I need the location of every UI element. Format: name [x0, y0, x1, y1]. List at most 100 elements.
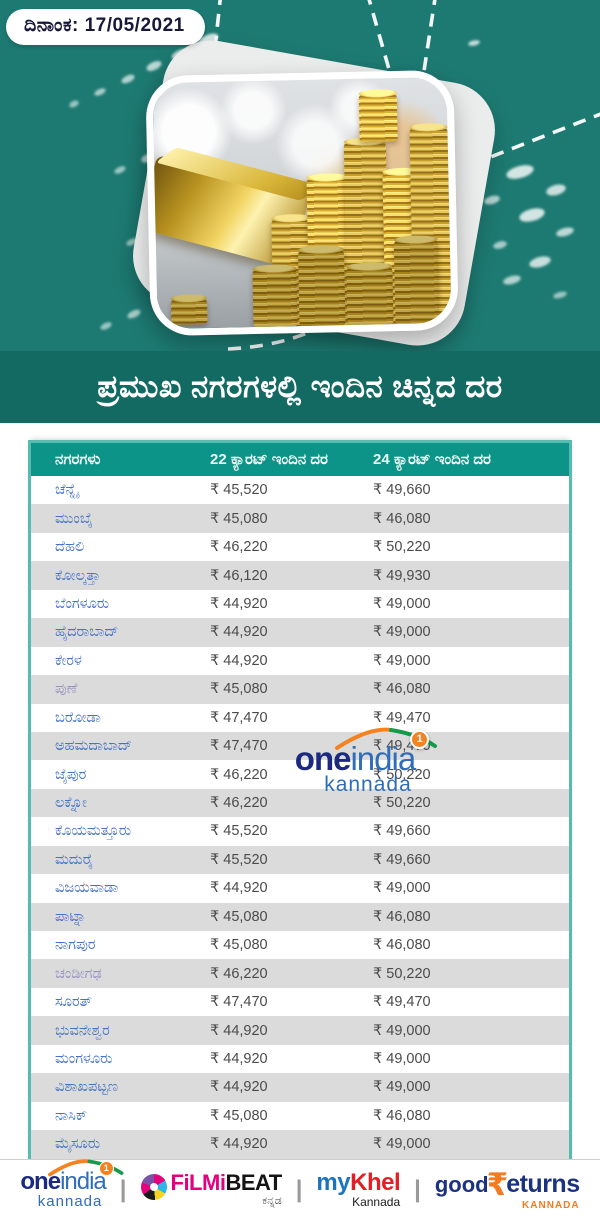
column-header-cities: ನಗರಗಳು	[55, 451, 101, 468]
rate-24-carat: ₹ 46,080	[373, 1107, 431, 1124]
mykhel-my: my	[316, 1169, 351, 1196]
oneindia-watermark: oneindia 1 kannada	[270, 727, 440, 797]
oneindia-1-badge-icon: 1	[410, 730, 430, 749]
table-row: ಸೂರತ್ ₹ 47,470 ₹ 49,470	[31, 987, 569, 1017]
footer-separator: |	[295, 1175, 303, 1203]
goodreturns-logo[interactable]: good₹eturns KANNADA	[435, 1169, 580, 1211]
watermark-one: one	[294, 740, 352, 777]
city-link[interactable]: ಮಂಗಳೂರು	[55, 1050, 113, 1067]
city-link[interactable]: ಪಾಟ್ನಾ	[55, 908, 86, 925]
city-link[interactable]: ಬೆಂಗಳೂರು	[55, 595, 110, 612]
city-link[interactable]: ನಾಸಿಕ್	[55, 1107, 88, 1124]
goodreturns-kannada-label: KANNADA	[522, 1199, 580, 1211]
city-link[interactable]: ಭುವನೇಶ್ವರ	[55, 1022, 110, 1039]
rate-24-carat: ₹ 50,220	[373, 766, 431, 783]
column-header-22-carat: 22 ಕ್ಯಾರಟ್ ಇಂದಿನ ದರ	[210, 451, 328, 468]
rate-22-carat: ₹ 46,220	[210, 766, 268, 783]
rate-22-carat: ₹ 45,520	[210, 823, 268, 840]
city-link[interactable]: ಕೋಲ್ಕತ್ತಾ	[55, 567, 101, 584]
city-link[interactable]: ಜೈಪುರ	[55, 766, 87, 783]
city-link[interactable]: ಮದುರೈ	[55, 851, 94, 868]
rate-22-carat: ₹ 44,920	[210, 880, 268, 897]
city-link[interactable]: ಪುಣೆ	[55, 681, 78, 698]
rate-24-carat: ₹ 49,000	[373, 652, 431, 669]
filmibeat-logo[interactable]: FiLMiBEAT ಕನ್ನಡ	[140, 1170, 282, 1207]
mykhel-logo[interactable]: myKhel Kannada	[316, 1169, 401, 1209]
rate-22-carat: ₹ 45,080	[210, 510, 268, 527]
table-row: ಕೇರಳ ₹ 44,920 ₹ 49,000	[31, 646, 569, 676]
rate-24-carat: ₹ 50,220	[373, 965, 431, 982]
city-link[interactable]: ಮುಂಬೈ	[55, 510, 93, 527]
gold-scene-background	[145, 76, 452, 330]
city-link[interactable]: ದೆಹಲಿ	[55, 539, 85, 556]
city-link[interactable]: ಅಹಮದಾಬಾದ್	[55, 738, 132, 755]
rate-24-carat: ₹ 49,930	[373, 567, 431, 584]
rate-22-carat: ₹ 44,920	[210, 1136, 268, 1153]
city-link[interactable]: ವಿಶಾಖಪಟ್ಟಣ	[55, 1079, 119, 1096]
city-link[interactable]: ಕೊಯಮತ್ತೂರು	[55, 823, 132, 840]
rate-24-carat: ₹ 46,080	[373, 908, 431, 925]
rate-22-carat: ₹ 46,220	[210, 965, 268, 982]
footer-separator: |	[119, 1175, 127, 1203]
rate-24-carat: ₹ 49,660	[373, 482, 431, 499]
rate-24-carat: ₹ 46,080	[373, 937, 431, 954]
city-link[interactable]: ಬರೋಡಾ	[55, 709, 101, 726]
rate-22-carat: ₹ 46,220	[210, 795, 268, 812]
rate-22-carat: ₹ 47,470	[210, 738, 268, 755]
footer-separator: |	[414, 1175, 421, 1203]
rate-24-carat: ₹ 49,000	[373, 595, 431, 612]
rate-24-carat: ₹ 49,000	[373, 1022, 431, 1039]
table-row: ಪಾಟ್ನಾ ₹ 45,080 ₹ 46,080	[31, 902, 569, 931]
rate-24-carat: ₹ 46,080	[373, 510, 431, 527]
table-row: ವಿಶಾಖಪಟ್ಟಣ ₹ 44,920 ₹ 49,000	[31, 1073, 569, 1102]
oneindia-kannada-label: kannada	[37, 1193, 103, 1210]
filmibeat-pinwheel-icon	[140, 1174, 167, 1200]
city-link[interactable]: ಹೈದರಾಬಾದ್	[55, 624, 119, 641]
city-link[interactable]: ಲಕ್ನೋ	[55, 795, 87, 812]
watermark-kannada: kannada	[324, 773, 412, 796]
oneindia-logo[interactable]: oneindia 1 kannada	[20, 1159, 124, 1210]
goodreturns-eturns: eturns	[506, 1169, 580, 1198]
rate-24-carat: ₹ 49,470	[373, 709, 431, 726]
oneindia-1-badge-icon: 1	[98, 1161, 114, 1176]
rate-24-carat: ₹ 49,000	[373, 880, 431, 897]
city-link[interactable]: ಚಂಡೀಗಢ	[55, 965, 102, 982]
city-link[interactable]: ನಾಗಪುರ	[55, 937, 96, 954]
table-row: ಚಂಡೀಗಢ ₹ 46,220 ₹ 50,220	[31, 959, 569, 988]
rate-24-carat: ₹ 49,000	[373, 624, 431, 641]
rate-22-carat: ₹ 45,080	[210, 937, 268, 954]
hero-section: ದಿನಾಂಕ: 17/05/2021	[0, 0, 600, 351]
table-row: ಭುವನೇಶ್ವರ ₹ 44,920 ₹ 49,000	[31, 1016, 569, 1045]
rate-22-carat: ₹ 45,080	[210, 908, 268, 925]
rate-22-carat: ₹ 44,920	[210, 1022, 268, 1039]
gold-photo	[145, 69, 459, 337]
rate-22-carat: ₹ 45,080	[210, 681, 268, 698]
table-header: ನಗರಗಳು 22 ಕ್ಯಾರಟ್ ಇಂದಿನ ದರ 24 ಕ್ಯಾರಟ್ ಇಂ…	[31, 443, 569, 476]
table-body: ಚೆನ್ನೈ ₹ 45,520 ₹ 49,660 ಮುಂಬೈ ₹ 45,080 ₹ 46,…	[31, 476, 569, 1159]
city-link[interactable]: ವಿಜಯವಾಡಾ	[55, 880, 119, 897]
rate-22-carat: ₹ 44,920	[210, 595, 268, 612]
table-row: ಪುಣೆ ₹ 45,080 ₹ 46,080	[31, 675, 569, 704]
rate-24-carat: ₹ 49,470	[373, 994, 431, 1011]
city-link[interactable]: ಕೇರಳ	[55, 652, 82, 669]
table-row: ಚೆನ್ನೈ ₹ 45,520 ₹ 49,660	[31, 476, 569, 505]
table-row: ಕೊಯಮತ್ತೂರು ₹ 45,520 ₹ 49,660	[31, 817, 569, 846]
date-badge: ದಿನಾಂಕ: 17/05/2021	[6, 9, 205, 45]
rate-22-carat: ₹ 44,920	[210, 1050, 268, 1067]
rate-22-carat: ₹ 46,120	[210, 567, 268, 584]
table-row: ಲಕ್ನೋ ₹ 46,220 ₹ 50,220	[31, 788, 569, 818]
rate-24-carat: ₹ 50,220	[373, 539, 431, 556]
mykhel-khel: Khel	[350, 1169, 401, 1196]
gold-rate-table: ನಗರಗಳು 22 ಕ್ಯಾರಟ್ ಇಂದಿನ ದರ 24 ಕ್ಯಾರಟ್ ಇಂ…	[28, 440, 572, 1162]
table-row: ಹೈದರಾಬಾದ್ ₹ 44,920 ₹ 49,000	[31, 618, 569, 647]
rate-24-carat: ₹ 49,660	[373, 823, 431, 840]
table-row: ನಾಗಪುರ ₹ 45,080 ₹ 46,080	[31, 931, 569, 960]
mykhel-kannada-label: Kannada	[352, 1195, 401, 1209]
watermark-india: india	[350, 740, 416, 777]
city-link[interactable]: ಚೆನ್ನೈ	[55, 482, 79, 499]
city-link[interactable]: ಸೂರತ್	[55, 994, 93, 1011]
gold-coin-stacks	[152, 77, 452, 329]
city-link[interactable]: ಮೈಸೂರು	[55, 1136, 101, 1153]
filmibeat-filmi: FiLMi	[170, 1170, 226, 1195]
